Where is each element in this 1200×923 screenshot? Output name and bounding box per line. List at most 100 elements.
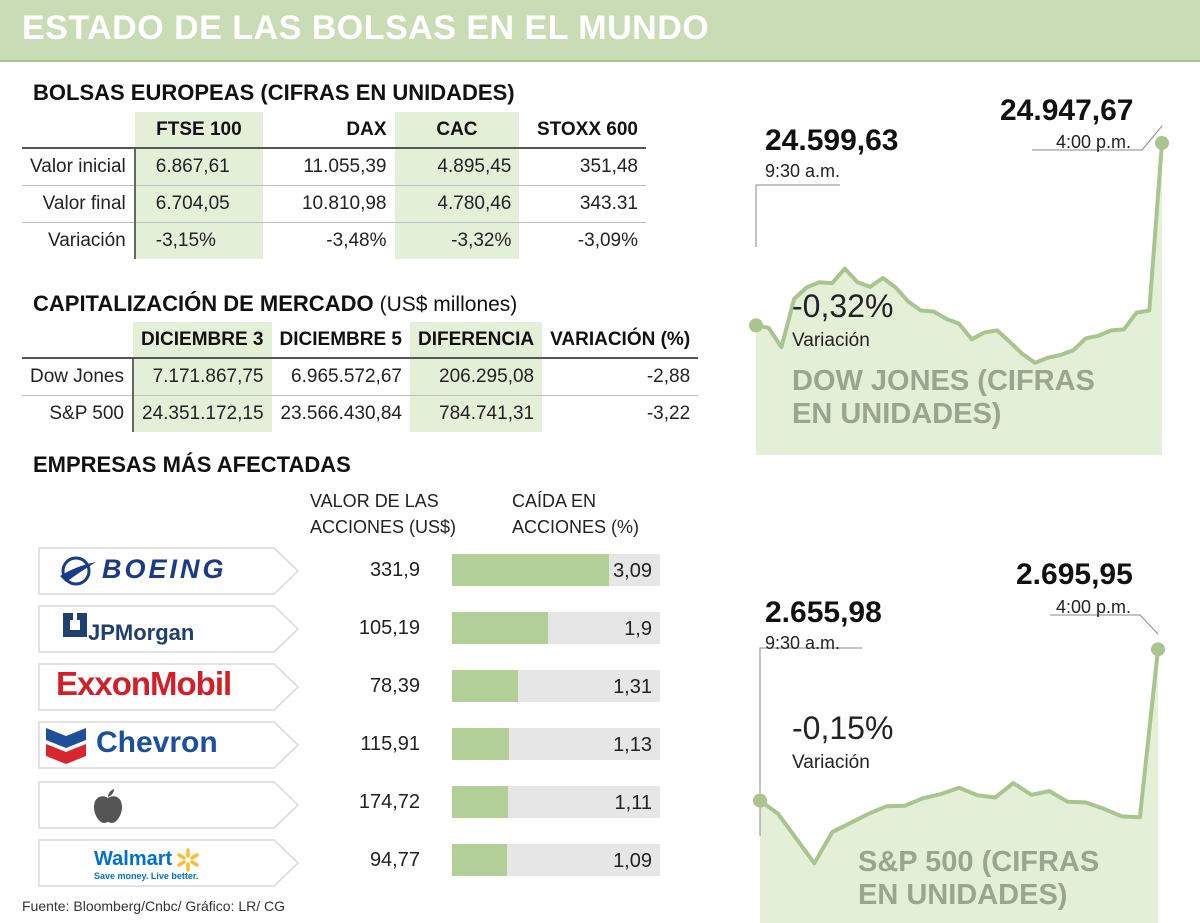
bar-label: 1,09: [613, 850, 652, 872]
market-cap-header-row: DICIEMBRE 3 DICIEMBRE 5 DIFERENCIA VARIA…: [22, 322, 699, 359]
company-value: 331,9: [369, 559, 420, 581]
sp-end-time: 4:00 p.m.: [1056, 597, 1132, 617]
col-header: DICIEMBRE 5: [271, 322, 410, 359]
bar: [452, 612, 548, 644]
walmart-logo: Walmart Save money. Live better.: [94, 848, 199, 881]
jpmorgan-octagon-icon: [63, 613, 87, 637]
chevron-emblem-icon: [46, 728, 86, 764]
logo-arrow-chevron: [38, 721, 300, 769]
sp-start-value: 2.655,98: [765, 596, 882, 629]
jpmorgan-logo: JPMorgan: [40, 606, 298, 652]
company-value: 94,77: [369, 849, 420, 871]
col-header: STOXX 600: [519, 112, 646, 149]
col-header: CAC: [394, 112, 520, 149]
row-label: Dow Jones: [22, 358, 134, 396]
boeing-logo: BOEING: [40, 548, 298, 594]
source-note: Fuente: Bloomberg/Cnbc/ Gráfico: LR/ CG: [22, 898, 285, 914]
drop-col-header-line2: ACCIONES (%): [512, 517, 640, 537]
market-cap-title: CAPITALIZACIÓN DE MERCADO (US$ millones): [33, 291, 517, 317]
series-line: [758, 649, 1160, 866]
start-leader-line: [759, 647, 862, 836]
start-leader-line: [755, 184, 840, 247]
dow-title-line1: DOW JONES (CIFRAS: [792, 365, 1095, 397]
table-cell: -3,09%: [577, 229, 638, 251]
dow-jones-chart: [749, 125, 1169, 455]
sp-title-line1: S&P 500 (CIFRAS: [858, 846, 1100, 878]
row-label: Valor final: [22, 185, 136, 223]
companies-title: EMPRESAS MÁS AFECTADAS: [33, 452, 351, 477]
bar-track: [452, 554, 660, 586]
banner-divider: [0, 60, 1200, 62]
page-title: ESTADO DE LAS BOLSAS EN EL MUNDO: [22, 9, 710, 47]
dow-start-time: 9:30 a.m.: [765, 161, 841, 181]
table-cell: 4.780,46: [394, 185, 520, 223]
logo-arrow-walmart: [38, 839, 300, 887]
dow-variation-label: Variación: [792, 330, 870, 351]
col-header: DAX: [263, 112, 395, 149]
sp-start-time: 9:30 a.m.: [765, 633, 841, 653]
european-title: BOLSAS EUROPEAS (CIFRAS EN UNIDADES): [33, 80, 515, 105]
walmart-tagline: Save money. Live better.: [94, 871, 199, 881]
bar-label: 1,31: [613, 676, 652, 698]
logo-arrow-boeing: [38, 547, 300, 595]
sp500-chart: [753, 614, 1165, 923]
end-point: [1155, 135, 1169, 150]
table-cell: 784.741,31: [409, 395, 543, 432]
bar-label: 1,13: [613, 734, 652, 756]
row-label: S&P 500: [22, 395, 134, 432]
walmart-spark-icon: [177, 848, 199, 872]
dow-variation: -0,32%: [792, 288, 894, 324]
table-cell: -3,48%: [326, 229, 387, 251]
bar-track: [452, 844, 660, 876]
series-line: [755, 142, 1164, 365]
boeing-emblem-icon: [60, 556, 96, 586]
area-fill: [756, 142, 1162, 455]
drop-col-header: CAÍDA EN ACCIONES (%): [512, 488, 639, 540]
company-value: 78,39: [369, 675, 420, 697]
company-value: 174,72: [358, 791, 420, 813]
value-col-header-line1: VALOR DE LAS: [310, 491, 439, 511]
drop-col-header-line1: CAÍDA EN: [512, 491, 597, 511]
table-cell: -3,15%: [134, 222, 264, 259]
table-cell: 23.566.430,84: [280, 402, 402, 424]
dow-title: DOW JONES (CIFRAS EN UNIDADES): [792, 365, 1095, 431]
chevron-logo: Chevron: [40, 722, 298, 768]
start-point: [749, 318, 763, 333]
table-cell: 6.867,61: [134, 148, 264, 186]
table-cell: 4.895,45: [394, 148, 520, 186]
table-row: Variación -3,15% -3,48% -3,32% -3,09%: [22, 222, 646, 259]
col-header: DIFERENCIA: [409, 322, 543, 359]
table-cell: 6.965.572,67: [271, 358, 410, 396]
logo-arrow-jpmorgan: [38, 605, 300, 653]
bar-track: [452, 612, 660, 644]
table-cell: -2,88: [542, 358, 699, 396]
sp-variation: -0,15%: [792, 710, 894, 746]
bar: [452, 728, 509, 760]
dow-end-time: 4:00 p.m.: [1056, 132, 1132, 152]
market-cap-table: DICIEMBRE 3 DICIEMBRE 5 DIFERENCIA VARIA…: [22, 322, 699, 432]
apple-icon: [94, 789, 122, 823]
table-cell: 24.351.172,15: [133, 395, 272, 432]
table-cell: 11.055,39: [263, 148, 395, 186]
european-table: FTSE 100 DAX CAC STOXX 600 Valor inicial…: [22, 112, 646, 259]
sp-variation-label: Variación: [792, 752, 870, 773]
bar-label: 1,9: [624, 618, 652, 640]
exxonmobil-logo: ExxonMobil: [56, 665, 232, 702]
sp-title-line2: EN UNIDADES): [858, 879, 1068, 911]
company-value: 115,91: [360, 733, 420, 755]
row-label: Variación: [22, 222, 136, 259]
bar-track: [452, 670, 660, 702]
company-value: 105,19: [358, 617, 420, 639]
bar: [452, 786, 508, 818]
value-col-header-line2: ACCIONES (US$): [310, 517, 457, 537]
market-cap-title-text: CAPITALIZACIÓN DE MERCADO: [33, 291, 374, 316]
table-cell: -3,22: [646, 402, 691, 424]
area-fill: [760, 649, 1158, 923]
market-cap-subtitle: (US$ millones): [379, 293, 518, 316]
sp-end-value: 2.695,95: [1016, 558, 1133, 591]
end-point: [1151, 642, 1165, 657]
title-banner: [0, 0, 1200, 60]
bar-track: [452, 786, 660, 818]
col-header: DICIEMBRE 3: [133, 322, 272, 359]
col-header: VARIACIÓN (%): [542, 322, 699, 359]
